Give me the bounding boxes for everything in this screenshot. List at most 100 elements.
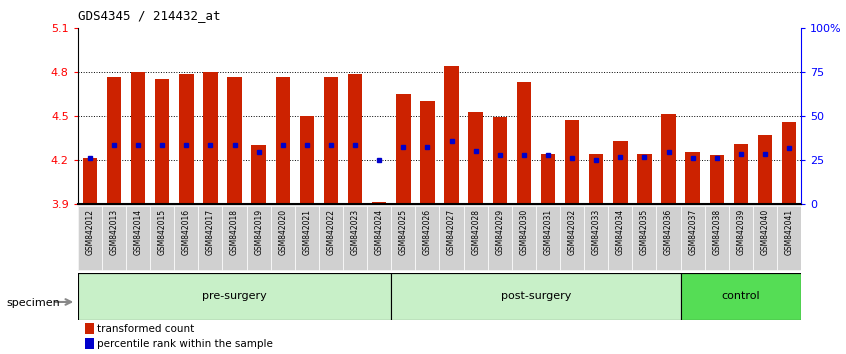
Text: GSM842030: GSM842030	[519, 209, 529, 255]
Bar	[680, 273, 801, 320]
Text: GDS4345 / 214432_at: GDS4345 / 214432_at	[78, 10, 220, 22]
Bar	[367, 206, 391, 270]
Text: GSM842018: GSM842018	[230, 209, 239, 255]
Text: GSM842035: GSM842035	[640, 209, 649, 255]
Bar	[299, 116, 314, 204]
Text: GSM842037: GSM842037	[688, 209, 697, 255]
Bar	[777, 206, 801, 270]
Bar	[560, 206, 584, 270]
Bar	[492, 118, 507, 204]
Bar	[565, 120, 580, 204]
Bar	[613, 141, 628, 204]
Text: percentile rank within the sample: percentile rank within the sample	[97, 339, 273, 349]
Bar	[83, 158, 97, 204]
Bar	[372, 202, 387, 204]
Text: GSM842019: GSM842019	[254, 209, 263, 255]
Bar	[174, 206, 198, 270]
Text: GSM842029: GSM842029	[495, 209, 504, 255]
Bar	[348, 74, 362, 204]
Bar	[391, 273, 680, 320]
Text: GSM842039: GSM842039	[736, 209, 745, 255]
Bar	[271, 206, 294, 270]
Bar	[685, 153, 700, 204]
Bar	[584, 206, 608, 270]
Bar	[782, 122, 796, 204]
Bar	[107, 76, 121, 204]
Text: GSM842040: GSM842040	[761, 209, 770, 255]
Bar	[85, 324, 94, 334]
Bar	[733, 144, 748, 204]
Bar	[632, 206, 656, 270]
Text: transformed count: transformed count	[97, 324, 195, 334]
Bar	[705, 206, 728, 270]
Bar	[324, 76, 338, 204]
Text: GSM842033: GSM842033	[591, 209, 601, 255]
Bar	[420, 101, 435, 204]
Bar	[440, 206, 464, 270]
Text: GSM842021: GSM842021	[302, 209, 311, 255]
Text: GSM842014: GSM842014	[134, 209, 143, 255]
Text: GSM842012: GSM842012	[85, 209, 95, 255]
Text: GSM842038: GSM842038	[712, 209, 722, 255]
Bar	[78, 273, 391, 320]
Bar	[179, 74, 194, 204]
Bar	[294, 206, 319, 270]
Text: GSM842027: GSM842027	[447, 209, 456, 255]
Bar	[155, 79, 169, 204]
Text: GSM842020: GSM842020	[278, 209, 288, 255]
Bar	[753, 206, 777, 270]
Text: GSM842032: GSM842032	[568, 209, 577, 255]
Text: GSM842034: GSM842034	[616, 209, 625, 255]
Bar	[536, 206, 560, 270]
Bar	[203, 72, 217, 204]
Text: GSM842016: GSM842016	[182, 209, 191, 255]
Bar	[251, 145, 266, 204]
Bar	[228, 76, 242, 204]
Bar	[608, 206, 632, 270]
Text: GSM842025: GSM842025	[398, 209, 408, 255]
Bar	[662, 114, 676, 204]
Bar	[151, 206, 174, 270]
Text: GSM842031: GSM842031	[543, 209, 552, 255]
Text: GSM842041: GSM842041	[784, 209, 794, 255]
Bar	[319, 206, 343, 270]
Bar	[343, 206, 367, 270]
Bar	[391, 206, 415, 270]
Bar	[78, 205, 801, 271]
Bar	[102, 206, 126, 270]
Bar	[78, 206, 102, 270]
Bar	[85, 338, 94, 349]
Bar	[126, 206, 150, 270]
Bar	[131, 72, 146, 204]
Bar	[637, 154, 651, 204]
Bar	[464, 206, 487, 270]
Bar	[541, 154, 555, 204]
Text: control: control	[722, 291, 761, 302]
Text: GSM842015: GSM842015	[157, 209, 167, 255]
Text: GSM842022: GSM842022	[327, 209, 336, 255]
Bar	[758, 135, 772, 204]
Text: GSM842013: GSM842013	[109, 209, 118, 255]
Text: specimen: specimen	[7, 298, 61, 308]
Text: GSM842017: GSM842017	[206, 209, 215, 255]
Bar	[512, 206, 536, 270]
Text: GSM842024: GSM842024	[375, 209, 384, 255]
Text: GSM842028: GSM842028	[471, 209, 481, 255]
Bar	[710, 155, 724, 204]
Bar	[728, 206, 753, 270]
Bar	[589, 154, 603, 204]
Text: pre-surgery: pre-surgery	[202, 291, 267, 302]
Text: GSM842023: GSM842023	[350, 209, 360, 255]
Bar	[444, 66, 459, 204]
Bar	[222, 206, 246, 270]
Bar	[656, 206, 680, 270]
Bar	[469, 112, 483, 204]
Text: GSM842036: GSM842036	[664, 209, 673, 255]
Text: post-surgery: post-surgery	[501, 291, 571, 302]
Bar	[246, 206, 271, 270]
Bar	[276, 76, 290, 204]
Bar	[415, 206, 440, 270]
Bar	[680, 206, 705, 270]
Bar	[517, 82, 531, 204]
Bar	[198, 206, 222, 270]
